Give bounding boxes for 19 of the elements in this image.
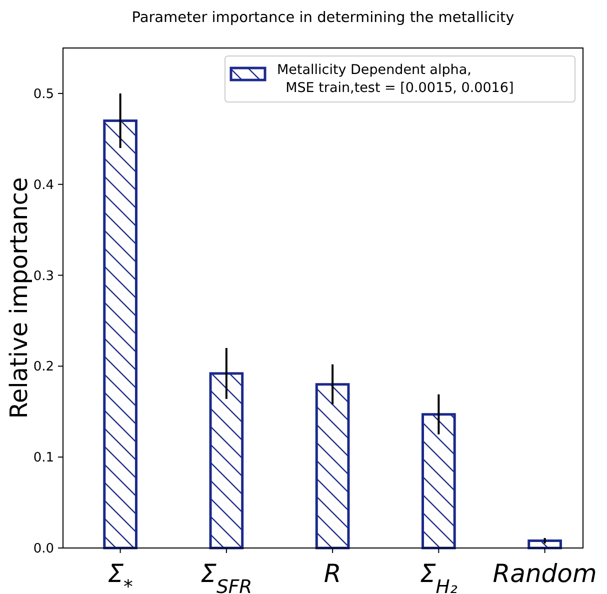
y-tick-label: 0.3 xyxy=(33,268,54,284)
bar xyxy=(315,383,350,550)
y-tick-label: 0.2 xyxy=(33,360,54,375)
chart-title: Parameter importance in determining the metallicity xyxy=(132,10,515,26)
bar xyxy=(103,119,138,550)
x-tick-label: Random xyxy=(492,559,597,588)
x-tick-label: Σ$_{H₂}$ xyxy=(420,559,458,594)
y-tick-label: 0.1 xyxy=(33,450,54,466)
legend-label: Metallicity Dependent alpha, MSE train,test = [0.0015, 0.0016] xyxy=(277,62,514,96)
y-tick-label: 0.4 xyxy=(33,178,54,193)
x-tick-label: Σ$_{*}$ xyxy=(108,559,133,594)
y-tick-label: 0.0 xyxy=(33,542,54,557)
bar xyxy=(528,539,562,550)
y-tick-label: 0.5 xyxy=(33,87,54,102)
bar xyxy=(422,413,456,550)
x-tick-label: R xyxy=(324,559,342,588)
x-tick-label: Σ$_{SFR}$ xyxy=(200,559,252,594)
y-axis-title: Relative importance xyxy=(5,177,33,419)
bar xyxy=(209,372,244,550)
